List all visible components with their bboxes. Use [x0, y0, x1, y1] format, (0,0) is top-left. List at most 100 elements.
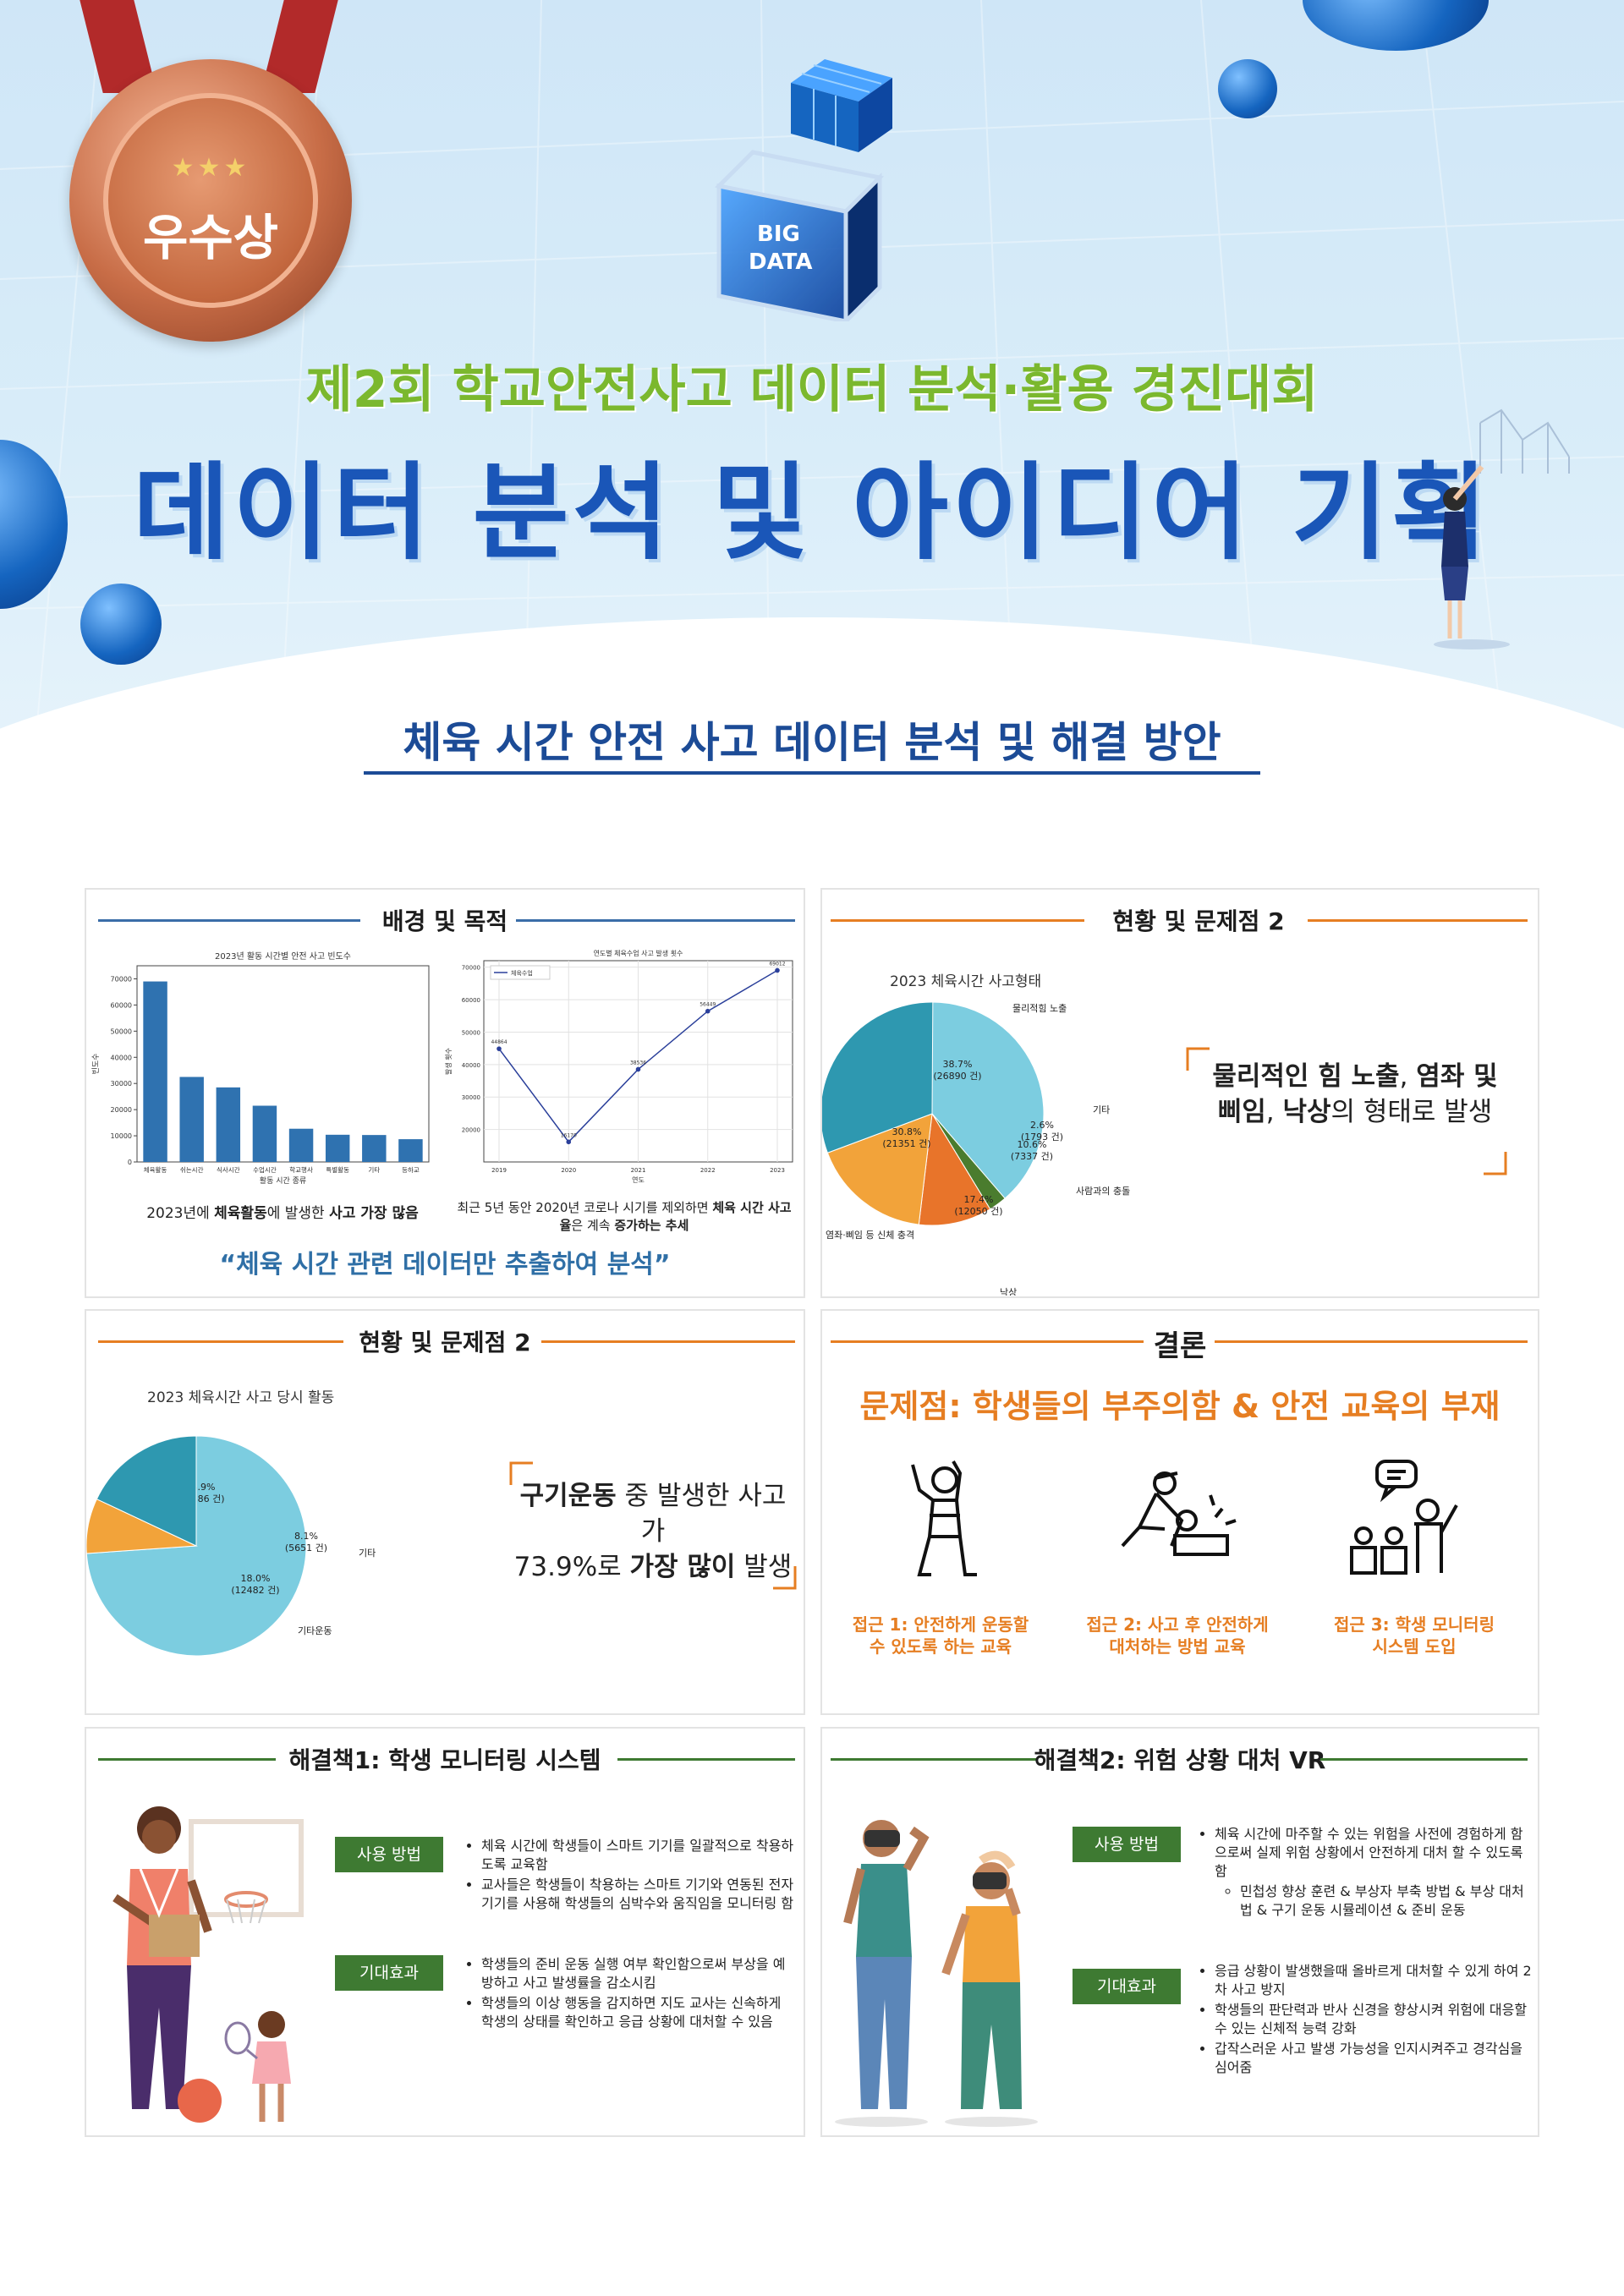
line-chart-ytick-label: 30000 — [462, 1094, 480, 1101]
effect-item: 학생들의 준비 운동 실행 여부 확인함으로써 부상을 예방하고 사고 발생률을… — [481, 1955, 797, 1992]
hero-title: 데이터 분석 및 아이디어 기획 — [133, 452, 1491, 574]
effect-list: 학생들의 준비 운동 실행 여부 확인함으로써 부상을 예방하고 사고 발생률을… — [463, 1955, 797, 2033]
pie-slice-category-label: 물리적힘 노출 — [1012, 1003, 1067, 1014]
panel-solution-vr: 해결책2: 위험 상황 대처 VR 사용 방법 기대효과 체육 시간에 마주할 … — [820, 1727, 1539, 2137]
bar-chart-xtick-label: 등하교 — [402, 1165, 420, 1174]
bar-chart-bar — [216, 1087, 241, 1162]
pie-slice-count-label: (21351 건) — [882, 1138, 930, 1149]
bar-chart-bar — [252, 1105, 277, 1162]
effect-item: 갑작스러운 사고 발생 가능성을 인지시켜주고 경각심을 심어줌 — [1215, 2040, 1534, 2077]
pie-slice-count-label: (1793 건) — [1021, 1132, 1063, 1143]
bar-chart-xlabel: 활동 시간 종류 — [260, 1175, 306, 1186]
line-chart-xtick-label: 2023 — [770, 1167, 785, 1174]
analysis-quote: “체육 시간 관련 데이터만 추출하여 분석” — [219, 1250, 671, 1280]
medal-label: 우수상 — [142, 209, 279, 266]
pie-slice-category-label: 기타운동 — [298, 1625, 332, 1636]
big-data-cube-icon: BIG DATA — [714, 59, 892, 321]
usage-item: 체육 시간에 마주할 수 있는 위험을 사전에 경험하게 함으로써 실제 위험 … — [1215, 1825, 1534, 1881]
effect-tag: 기대효과 — [335, 1955, 443, 1991]
pie-slice-pct-label: 18.0% — [241, 1573, 271, 1584]
bracket-frame — [1186, 1047, 1507, 1175]
pie-slice-pct-label: 17.4% — [964, 1194, 994, 1205]
bar-chart-xtick-label: 수업시간 — [253, 1165, 277, 1174]
caption-line-chart: 최근 5년 동안 2020년 코로나 시기를 제외하면 체육 시간 사고율은 계… — [457, 1200, 792, 1233]
section-title-underline — [364, 771, 1260, 775]
problem-statement: 문제점: 학생들의 부주의함 & 안전 교육의 부재 — [859, 1388, 1501, 1425]
cube-label-big: BIG — [757, 222, 800, 247]
line-chart-ytick-label: 40000 — [462, 1062, 480, 1069]
teacher-and-student-illustration — [112, 1806, 304, 2123]
pie-slice-pct-label: 2.6% — [1030, 1120, 1054, 1131]
pie-slice — [931, 1001, 1045, 1199]
pie-slice-count-label: (7337 건) — [1011, 1151, 1053, 1162]
medal-face: ★★★ 우수상 — [103, 93, 318, 308]
bar-chart-xtick-label: 식사시간 — [217, 1165, 240, 1174]
bar-chart-bar — [288, 1128, 314, 1162]
bar-chart-bar — [325, 1134, 350, 1162]
section-title: 체육 시간 안전 사고 데이터 분석 및 해결 방안 — [403, 718, 1221, 767]
pie-slice-count-label: (12050 건) — [954, 1206, 1002, 1217]
bar-chart-xtick-label: 체육활동 — [144, 1165, 167, 1174]
bar-chart-frame — [136, 965, 430, 1163]
line-chart-ytick-label: 20000 — [462, 1127, 480, 1134]
line-chart-ytick-label: 70000 — [462, 965, 480, 972]
vr-headset-people-illustration — [835, 1820, 1038, 2127]
usage-item: 교사들은 학생들이 착용하는 스마트 기기와 연동된 전자기기를 사용해 학생들… — [481, 1876, 797, 1913]
line-chart-xtick-label: 2022 — [700, 1167, 716, 1174]
usage-list: 체육 시간에 마주할 수 있는 위험을 사전에 경험하게 함으로써 실제 위험 … — [1196, 1825, 1534, 1921]
line-chart-data-label: 16170 — [561, 1132, 577, 1138]
pie-slice-pct-label: 10.6% — [1018, 1139, 1047, 1150]
blue-sphere-decoration — [80, 584, 162, 665]
cube-label-data: DATA — [749, 249, 813, 275]
line-chart-title: 연도별 체육수업 사고 발생 횟수 — [594, 949, 683, 957]
line-chart-xlabel: 연도 — [632, 1176, 645, 1184]
injured-student-help-icon — [1121, 1471, 1237, 1556]
effect-list: 응급 상황이 발생했을때 올바르게 대처할 수 있게 하여 2차 사고 방지 학… — [1196, 1962, 1534, 2079]
approach-3: 접근 3: 학생 모니터링 시스템 도입 — [1333, 1614, 1495, 1657]
hero-banner: ★★★ 우수상 BIG DATA 제2회 학교안전사고 데이터 분석·활용 경진… — [0, 0, 1624, 761]
line-chart-xtick-label: 2019 — [491, 1167, 507, 1174]
panel-title: 해결책2: 위험 상황 대처 VR — [1034, 1746, 1326, 1774]
line-chart-point — [497, 1046, 502, 1051]
line-chart-data-label: 56449 — [700, 1002, 716, 1008]
bar-chart-bar — [179, 1077, 204, 1162]
panel-title: 배경 및 목적 — [381, 907, 508, 935]
pie-slice — [96, 1435, 197, 1547]
pie-slice-pct-label: 38.7% — [943, 1059, 973, 1070]
contest-subtitle: 제2회 학교안전사고 데이터 분석·활용 경진대회 — [305, 360, 1319, 419]
line-chart-ylabel: 발생 횟수 — [444, 1048, 453, 1075]
pie-slice-pct-label: 8.1% — [294, 1531, 318, 1542]
pie-slice-count-label: (12482 건) — [231, 1585, 279, 1596]
bar-chart-ytick-label: 60000 — [111, 1001, 132, 1009]
usage-tag: 사용 방법 — [335, 1837, 443, 1872]
usage-item: 체육 시간에 학생들이 스마트 기기를 일괄적으로 착용하도록 교육함 — [481, 1837, 797, 1874]
line-chart-point — [705, 1008, 710, 1014]
bar-chart-ytick-label: 50000 — [111, 1027, 132, 1035]
pie-slice-category-label: 낙상 — [1000, 1287, 1017, 1296]
bar-chart-xtick-label: 쉬는시간 — [180, 1165, 204, 1174]
bar-chart-xtick-label: 특별활동 — [326, 1165, 349, 1174]
pie-slice-count-label: (5651 건) — [285, 1543, 327, 1553]
panel-title: 현황 및 문제점 2 — [359, 1329, 531, 1356]
usage-list: 체육 시간에 학생들이 스마트 기기를 일괄적으로 착용하도록 교육함교사들은 … — [463, 1837, 797, 1915]
panel-background-purpose: 배경 및 목적 2023년 활동 시간별 안전 사고 빈도수 0 10000 2000… — [85, 888, 805, 1298]
pie-slice — [822, 1001, 934, 1153]
blue-sphere-decoration — [1218, 59, 1277, 118]
bar-chart-xtick-label: 기타 — [368, 1166, 380, 1174]
bar-chart-ylabel: 빈도수 — [91, 1054, 101, 1075]
pie-slice-category-label: 사람과의 충돌 — [1076, 1186, 1130, 1197]
presenter-woman-illustration — [1434, 408, 1570, 649]
bar-chart-bar — [143, 981, 167, 1162]
pie-slice-category-label: 염좌·삐임 등 신체 충격 — [826, 1230, 914, 1241]
effect-item: 학생들의 판단력과 반사 신경을 향상시켜 위험에 대응할 수 있는 신체적 능… — [1215, 2001, 1534, 2038]
medal-stars-icon: ★★★ — [171, 153, 250, 183]
panel-conclusion: 결론 문제점: 학생들의 부주의함 & 안전 교육의 부재 접근 1: — [820, 1309, 1539, 1715]
line-chart-legend — [490, 965, 551, 980]
pie-slice-category-label: 기타 — [359, 1548, 376, 1559]
panel-title: 현황 및 문제점 2 — [1112, 907, 1285, 935]
pie-chart-title: 2023 체육시간 사고형태 — [890, 973, 1041, 990]
effect-item: 응급 상황이 발생했을때 올바르게 대처할 수 있게 하여 2차 사고 방지 — [1215, 1962, 1534, 1999]
line-chart-data-label: 44864 — [491, 1039, 507, 1045]
panel-status-problem-type: 현황 및 문제점 2 2023 체육시간 사고형태 38.7% (26890 건) 물… — [820, 888, 1539, 1298]
